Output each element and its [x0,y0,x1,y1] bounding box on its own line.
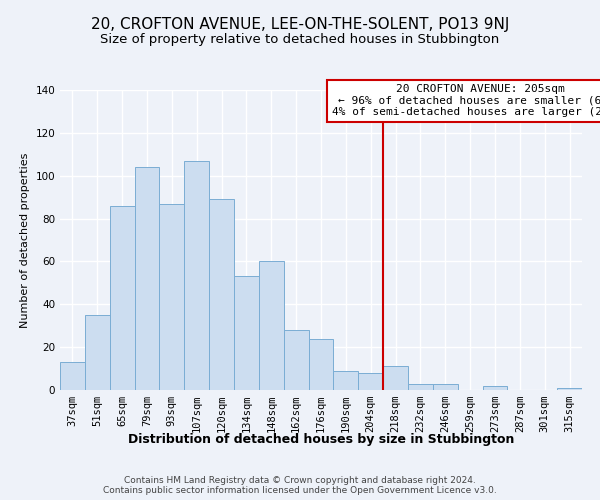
Bar [160,204,184,390]
Text: 20 CROFTON AVENUE: 205sqm
← 96% of detached houses are smaller (687)
4% of semi-: 20 CROFTON AVENUE: 205sqm ← 96% of detac… [332,84,600,117]
Bar [85,315,110,390]
Bar [60,362,85,390]
Bar [308,338,334,390]
Text: Contains HM Land Registry data © Crown copyright and database right 2024.
Contai: Contains HM Land Registry data © Crown c… [103,476,497,495]
Bar [482,386,508,390]
Bar [433,384,458,390]
Bar [110,206,134,390]
Bar [209,200,234,390]
Bar [259,262,284,390]
Bar [284,330,308,390]
Text: Size of property relative to detached houses in Stubbington: Size of property relative to detached ho… [100,32,500,46]
Bar [383,366,408,390]
Bar [358,373,383,390]
Bar [334,370,358,390]
Bar [184,160,209,390]
Bar [557,388,582,390]
Text: Distribution of detached houses by size in Stubbington: Distribution of detached houses by size … [128,432,514,446]
Bar [134,167,160,390]
Bar [234,276,259,390]
Bar [408,384,433,390]
Text: 20, CROFTON AVENUE, LEE-ON-THE-SOLENT, PO13 9NJ: 20, CROFTON AVENUE, LEE-ON-THE-SOLENT, P… [91,18,509,32]
Y-axis label: Number of detached properties: Number of detached properties [20,152,30,328]
